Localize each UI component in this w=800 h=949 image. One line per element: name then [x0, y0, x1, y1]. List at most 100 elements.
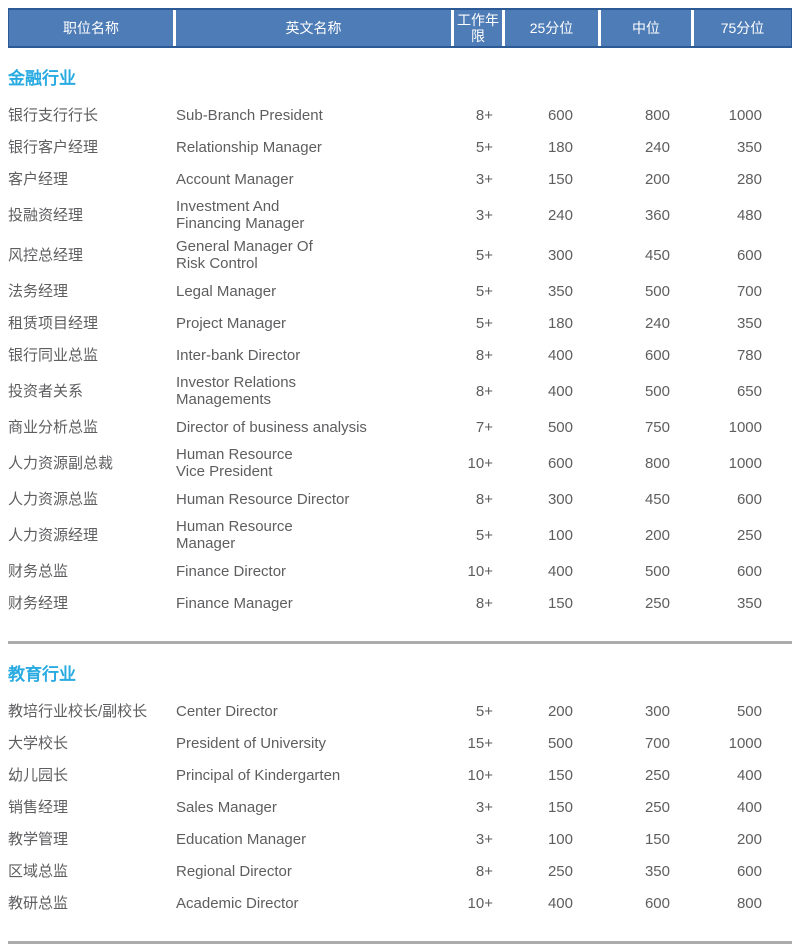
- cell-median: 250: [644, 798, 670, 816]
- cell-p75: 600: [736, 862, 762, 880]
- cell-p75: 1000: [728, 106, 762, 124]
- cell-position-en: Finance Director: [176, 562, 287, 580]
- column-header-p25: 25分位: [505, 10, 598, 46]
- cell-median: 250: [644, 594, 670, 612]
- sections-container: 金融行业 银行支行行长 Sub-Branch President 8+ 600 …: [8, 64, 792, 944]
- cell-position-cn: 幼儿园长: [8, 766, 69, 784]
- cell-position-cn: 法务经理: [8, 282, 69, 300]
- cell-p75: 600: [736, 246, 762, 264]
- table-header-row: 职位名称 英文名称 工作年限 25分位 中位 75分位: [8, 8, 792, 48]
- cell-position-cn: 财务经理: [8, 594, 69, 612]
- cell-p75: 400: [736, 798, 762, 816]
- cell-position-cn: 人力资源总监: [8, 490, 99, 508]
- cell-work-years: 5+: [475, 702, 493, 720]
- cell-p25: 400: [547, 562, 573, 580]
- cell-position-en: Investor Relations Managements: [176, 374, 297, 408]
- cell-p75: 1000: [728, 454, 762, 472]
- cell-p75: 1000: [728, 734, 762, 752]
- industry-section: 教育行业 教培行业校长/副校长 Center Director 5+ 200 3…: [8, 660, 792, 944]
- cell-work-years: 8+: [475, 346, 493, 364]
- cell-p25: 150: [547, 766, 573, 784]
- section-divider: [8, 641, 792, 644]
- cell-position-cn: 教研总监: [8, 894, 69, 912]
- cell-p25: 500: [547, 734, 573, 752]
- section-title: 教育行业: [8, 665, 76, 684]
- table-row: 人力资源经理 Human Resource Manager 5+ 100 200…: [8, 515, 792, 555]
- cell-position-cn: 投资者关系: [8, 382, 84, 400]
- cell-p25: 300: [547, 490, 573, 508]
- cell-position-cn: 教学管理: [8, 830, 69, 848]
- cell-position-cn: 人力资源经理: [8, 526, 99, 544]
- cell-work-years: 7+: [475, 418, 493, 436]
- cell-p25: 350: [547, 282, 573, 300]
- table-row: 客户经理 Account Manager 3+ 150 200 280: [8, 163, 792, 195]
- cell-position-en: Sales Manager: [176, 798, 277, 816]
- column-header-position-cn: 职位名称: [9, 10, 173, 46]
- cell-p75: 250: [736, 526, 762, 544]
- cell-p25: 600: [547, 106, 573, 124]
- cell-position-en: Investment And Financing Manager: [176, 198, 305, 232]
- table-row: 教学管理 Education Manager 3+ 100 150 200: [8, 823, 792, 855]
- cell-position-cn: 银行支行行长: [8, 106, 99, 124]
- cell-p75: 350: [736, 138, 762, 156]
- cell-work-years: 10+: [467, 454, 493, 472]
- cell-median: 500: [644, 562, 670, 580]
- cell-p75: 600: [736, 562, 762, 580]
- cell-p75: 800: [736, 894, 762, 912]
- cell-position-en: Account Manager: [176, 170, 294, 188]
- cell-p25: 250: [547, 862, 573, 880]
- cell-position-cn: 人力资源副总裁: [8, 454, 114, 472]
- cell-median: 500: [644, 382, 670, 400]
- column-header-position-en: 英文名称: [176, 10, 451, 46]
- cell-work-years: 8+: [475, 382, 493, 400]
- cell-work-years: 3+: [475, 830, 493, 848]
- cell-position-cn: 租赁项目经理: [8, 314, 99, 332]
- cell-position-en: Director of business analysis: [176, 418, 367, 436]
- cell-position-en: Human Resource Director: [176, 490, 350, 508]
- cell-position-en: Sub-Branch President: [176, 106, 323, 124]
- cell-position-en: Education Manager: [176, 830, 307, 848]
- cell-work-years: 3+: [475, 206, 493, 224]
- cell-position-cn: 销售经理: [8, 798, 69, 816]
- cell-p75: 700: [736, 282, 762, 300]
- table-row: 财务经理 Finance Manager 8+ 150 250 350: [8, 587, 792, 619]
- cell-p75: 600: [736, 490, 762, 508]
- cell-position-cn: 银行客户经理: [8, 138, 99, 156]
- cell-position-en: Human Resource Manager: [176, 518, 293, 552]
- cell-position-cn: 风控总经理: [8, 246, 84, 264]
- section-rows: 教培行业校长/副校长 Center Director 5+ 200 300 50…: [8, 695, 792, 919]
- cell-median: 700: [644, 734, 670, 752]
- table-row: 区域总监 Regional Director 8+ 250 350 600: [8, 855, 792, 887]
- cell-median: 750: [644, 418, 670, 436]
- cell-p25: 500: [547, 418, 573, 436]
- cell-median: 600: [644, 346, 670, 364]
- cell-p75: 280: [736, 170, 762, 188]
- cell-median: 800: [644, 106, 670, 124]
- cell-work-years: 10+: [467, 562, 493, 580]
- cell-position-cn: 大学校长: [8, 734, 69, 752]
- cell-p75: 480: [736, 206, 762, 224]
- cell-work-years: 5+: [475, 314, 493, 332]
- table-row: 租赁项目经理 Project Manager 5+ 180 240 350: [8, 307, 792, 339]
- table-row: 银行同业总监 Inter-bank Director 8+ 400 600 78…: [8, 339, 792, 371]
- section-rows: 银行支行行长 Sub-Branch President 8+ 600 800 1…: [8, 99, 792, 619]
- table-row: 银行支行行长 Sub-Branch President 8+ 600 800 1…: [8, 99, 792, 131]
- column-header-work-years: 工作年限: [454, 10, 502, 46]
- cell-position-en: Legal Manager: [176, 282, 277, 300]
- cell-median: 250: [644, 766, 670, 784]
- cell-p25: 150: [547, 170, 573, 188]
- cell-work-years: 3+: [475, 798, 493, 816]
- cell-p75: 200: [736, 830, 762, 848]
- cell-p25: 100: [547, 830, 573, 848]
- table-row: 幼儿园长 Principal of Kindergarten 10+ 150 2…: [8, 759, 792, 791]
- cell-p75: 780: [736, 346, 762, 364]
- section-divider: [8, 941, 792, 944]
- cell-median: 800: [644, 454, 670, 472]
- table-row: 法务经理 Legal Manager 5+ 350 500 700: [8, 275, 792, 307]
- cell-p25: 180: [547, 314, 573, 332]
- cell-position-cn: 投融资经理: [8, 206, 84, 224]
- cell-position-en: Human Resource Vice President: [176, 446, 293, 480]
- cell-p25: 400: [547, 894, 573, 912]
- table-row: 投资者关系 Investor Relations Managements 8+ …: [8, 371, 792, 411]
- table-row: 大学校长 President of University 15+ 500 700…: [8, 727, 792, 759]
